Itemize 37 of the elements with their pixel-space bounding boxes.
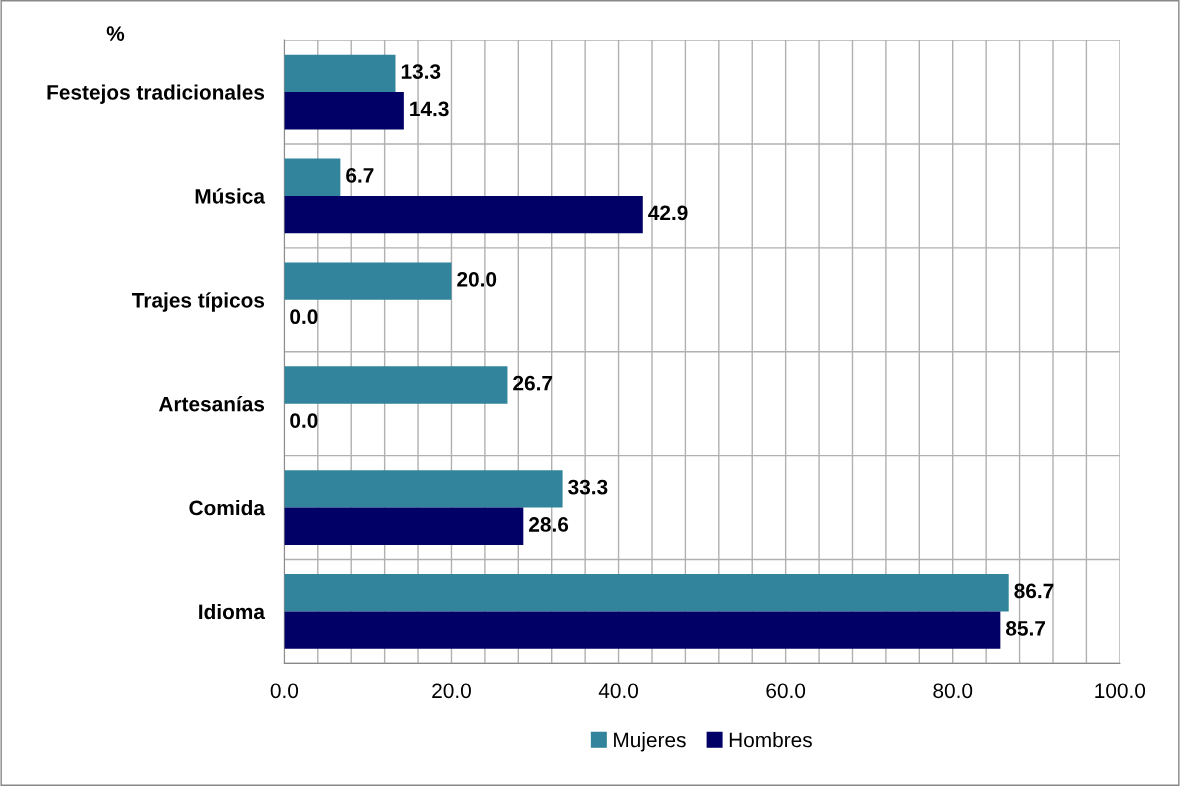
bar [284,574,1009,612]
y-tick-label: Festejos tradicionales [47,84,265,104]
data-label: 6.7 [346,168,374,183]
y-tick-label: Trajes típicos [132,292,265,312]
y-tick-label: Artesanías [158,395,265,412]
bar [284,611,1001,649]
x-tick-label: 100.0 [1095,683,1146,699]
y-tick-label: Idioma [199,603,266,620]
data-label: 0.0 [290,309,318,325]
x-tick-label: 0.0 [270,683,299,699]
bar [284,262,452,300]
bar [284,92,404,130]
legend-label: Hombres [729,732,812,748]
data-label: 28.6 [529,517,569,532]
data-label: 85.7 [1006,620,1045,636]
data-label: 20.0 [457,271,497,287]
x-tick-label: 60.0 [766,683,806,699]
x-tick-label: 40.0 [598,683,639,699]
bar [284,507,524,545]
x-tick-label: 80.0 [933,683,973,699]
y-tick-label: Comida [189,500,266,516]
bar [284,54,396,93]
legend-label: Mujeres [614,732,686,752]
data-label: 86.7 [1014,583,1054,599]
data-label: 26.7 [513,375,553,391]
y-tick-label: Música [195,188,266,204]
bar [284,366,508,404]
data-label: 42.9 [648,205,688,221]
bar [284,158,341,196]
data-label: 0.0 [290,413,318,428]
data-label: 14.3 [410,101,449,117]
bar [284,195,643,234]
data-label: 13.3 [401,64,441,79]
text: % [106,26,125,41]
x-tick-label: 20.0 [432,683,471,699]
data-label: 33.3 [568,479,608,495]
bar [284,470,563,508]
